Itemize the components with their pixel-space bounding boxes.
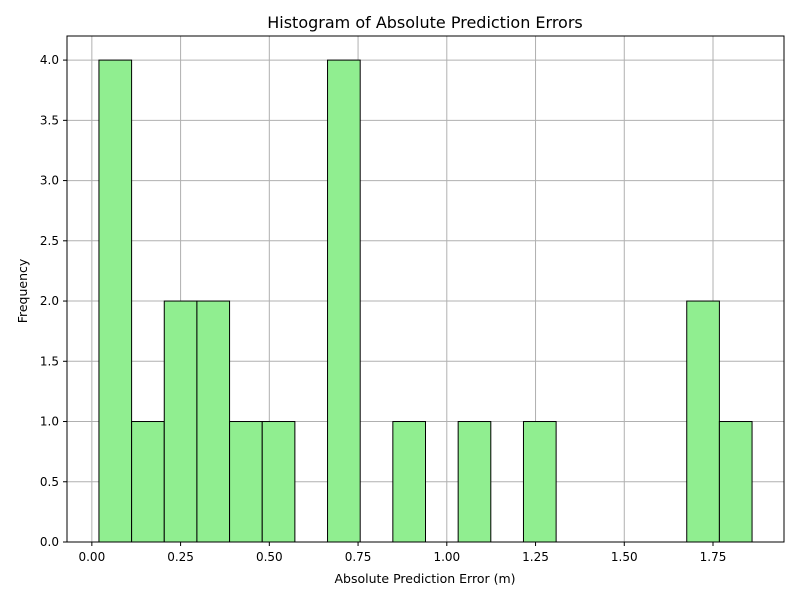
x-tick-label: 0.25 <box>167 550 194 564</box>
y-tick-label: 1.0 <box>40 415 59 429</box>
y-tick-label: 3.5 <box>40 113 59 127</box>
x-tick-label: 0.75 <box>345 550 372 564</box>
histogram-bar <box>261 421 296 543</box>
plot-frame <box>66 35 785 543</box>
y-tick-label: 0.5 <box>40 475 59 489</box>
histogram-bar <box>163 300 198 543</box>
y-tick-label: 2.0 <box>40 294 59 308</box>
x-tick-label: 1.50 <box>611 550 638 564</box>
y-axis-label: Frequency <box>15 258 30 323</box>
y-tick-label: 1.5 <box>40 354 59 368</box>
histogram-bar <box>196 300 231 543</box>
x-tick-label: 0.50 <box>256 550 283 564</box>
histogram-bar <box>522 421 557 543</box>
y-tick-label: 3.0 <box>40 174 59 188</box>
x-axis-label: Absolute Prediction Error (m) <box>334 571 515 586</box>
histogram-bar <box>718 421 753 543</box>
histogram-bar <box>457 421 492 543</box>
x-axis-ticks: 0.00 0.25 0.50 0.75 1.00 1.25 1.50 1.75 <box>78 542 726 564</box>
x-tick-label: 1.25 <box>522 550 549 564</box>
histogram-bar <box>98 59 133 543</box>
x-tick-label: 1.75 <box>700 550 727 564</box>
axes-frame <box>66 35 785 543</box>
histogram-bar <box>327 59 361 543</box>
y-tick-label: 2.5 <box>40 234 59 248</box>
y-tick-label: 4.0 <box>40 53 59 67</box>
x-tick-label: 0.00 <box>78 550 105 564</box>
chart-title: Histogram of Absolute Prediction Errors <box>267 13 583 32</box>
x-tick-label: 1.00 <box>433 550 460 564</box>
histogram-bar <box>131 421 165 543</box>
y-tick-label: 0.0 <box>40 535 59 549</box>
histogram-bar <box>229 421 263 543</box>
histogram-bars <box>98 59 753 543</box>
histogram-bar <box>392 421 426 543</box>
histogram-bar <box>686 300 720 543</box>
y-axis-ticks: 0.0 0.5 1.0 1.5 2.0 2.5 3.0 3.5 4.0 <box>40 53 67 549</box>
